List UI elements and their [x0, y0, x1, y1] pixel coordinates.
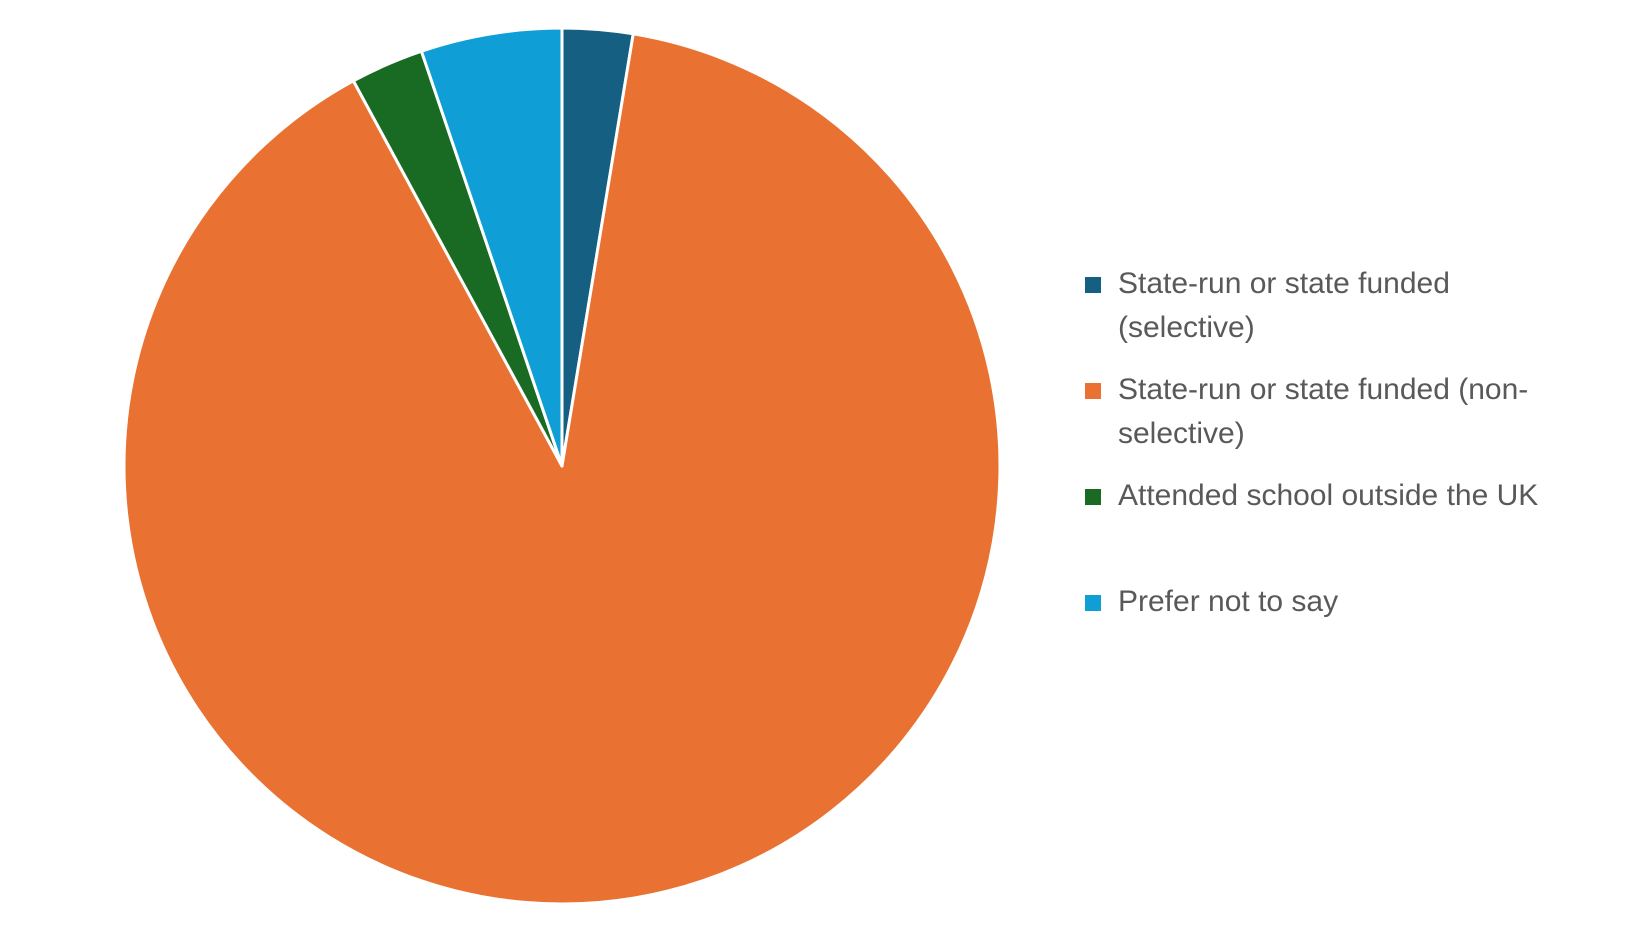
legend-item: Prefer not to say — [1085, 580, 1585, 686]
legend-item: State-run or state funded (non-selective… — [1085, 368, 1585, 474]
legend-label: Prefer not to say — [1118, 585, 1339, 618]
legend-swatch — [1085, 277, 1101, 293]
legend-label: Attended school outside the UK — [1118, 479, 1539, 512]
legend: State-run or state funded (selective) Sta… — [1085, 262, 1585, 686]
pie-slice — [122, 32, 1002, 906]
legend-label: State-run or state funded (non-selective… — [1118, 373, 1529, 450]
legend-swatch — [1085, 595, 1101, 611]
legend-swatch — [1085, 383, 1101, 399]
legend-item: Attended school outside the UK — [1085, 474, 1585, 580]
legend-item: State-run or state funded (selective) — [1085, 262, 1585, 368]
legend-swatch — [1085, 489, 1101, 505]
pie-slice — [419, 26, 564, 468]
legend-label: State-run or state funded (selective) — [1118, 267, 1450, 344]
